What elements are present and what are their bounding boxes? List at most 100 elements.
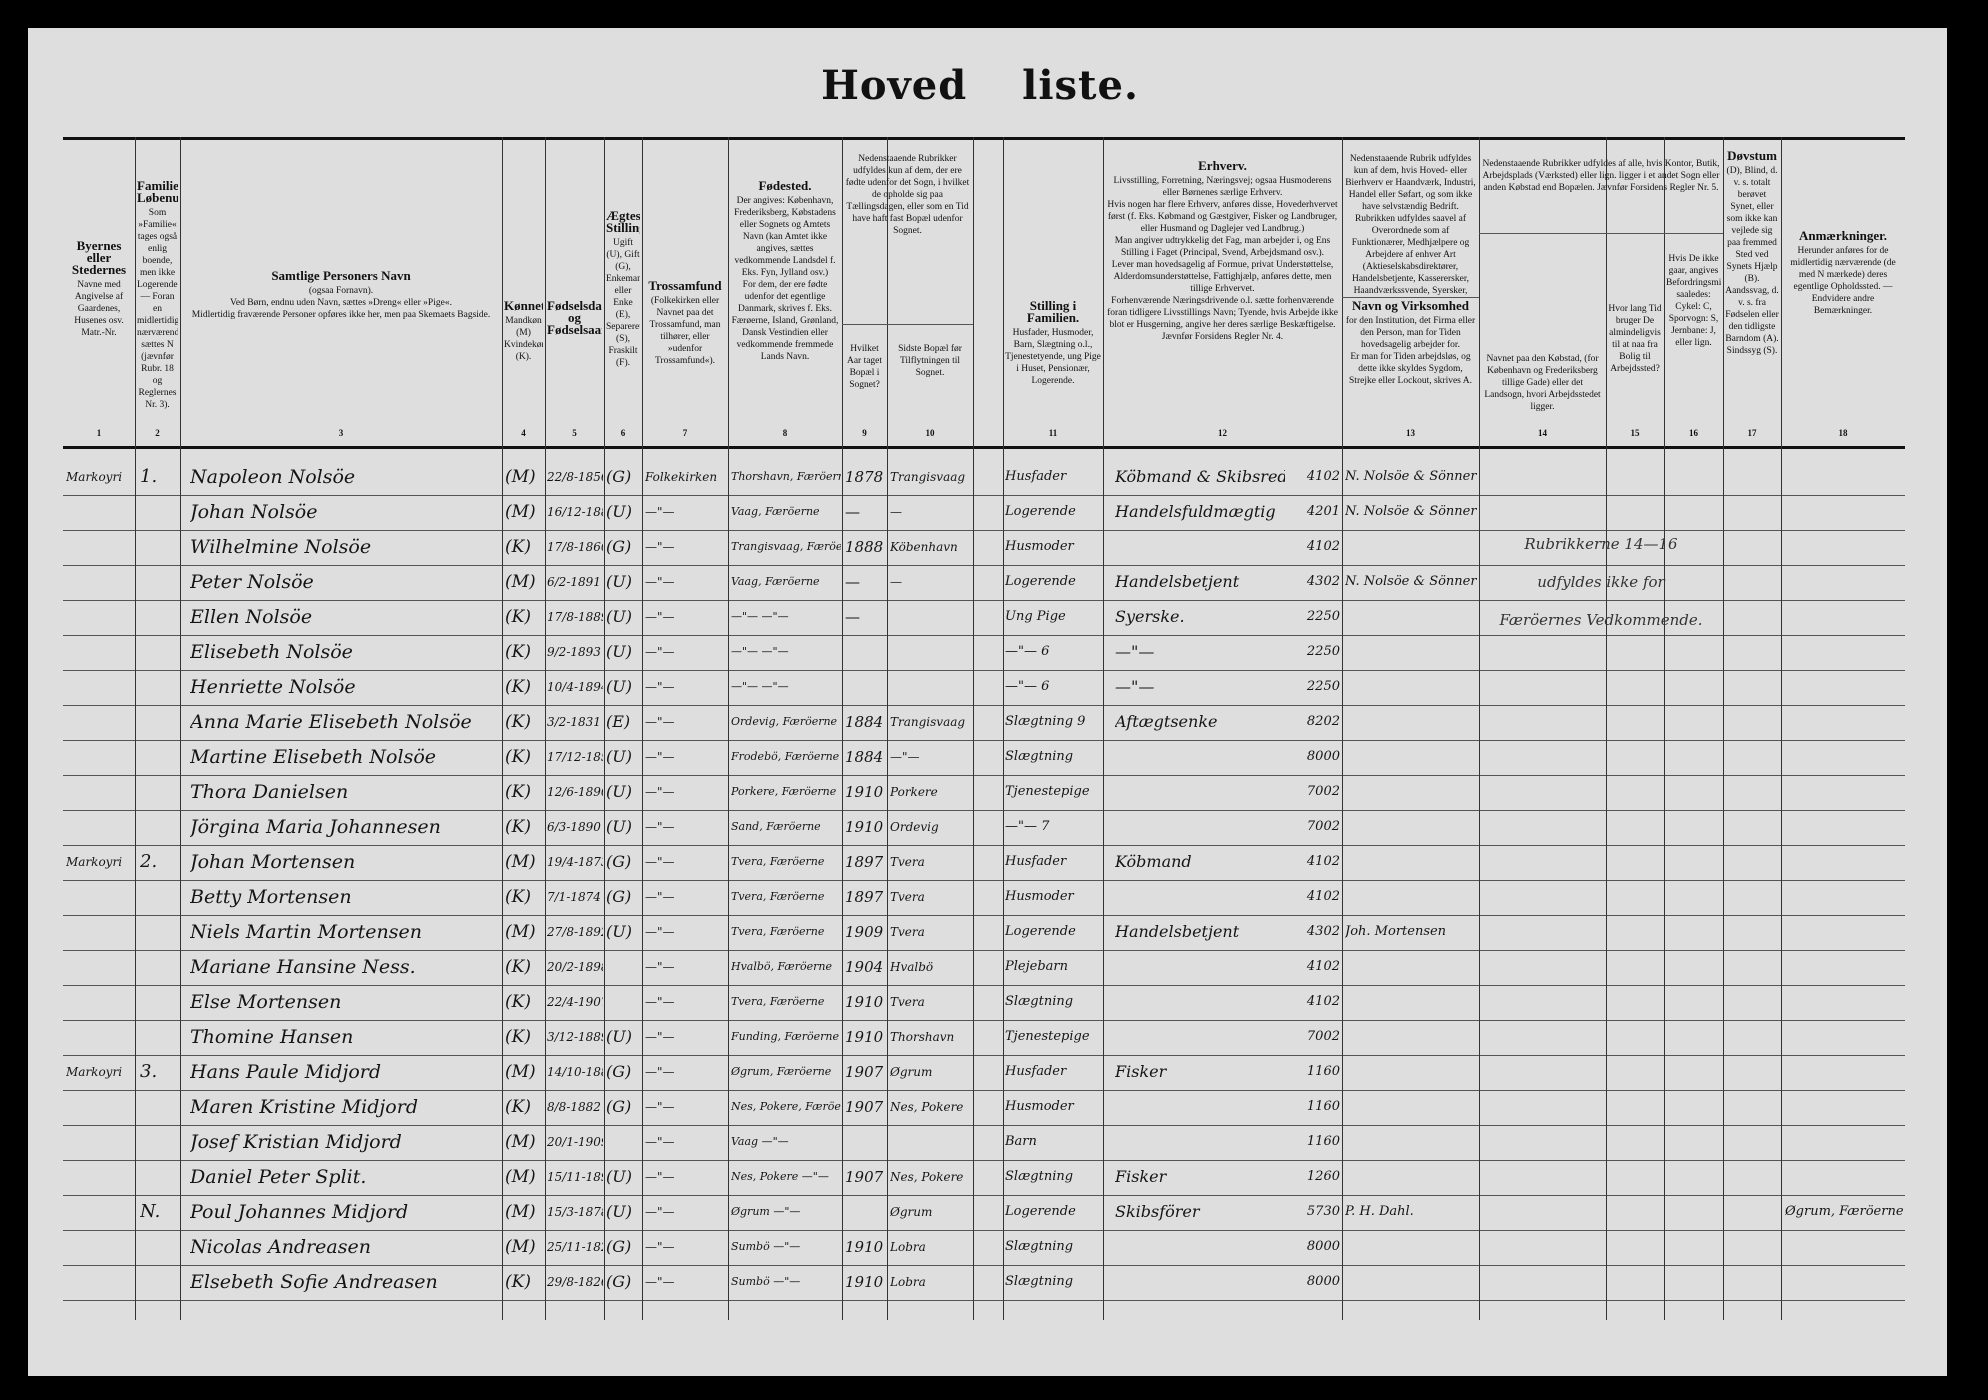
- cell-occupation: Köbmand: [1115, 852, 1192, 871]
- cell-matr: [66, 602, 134, 634]
- cell-year: [845, 1197, 887, 1229]
- cell-fam: [140, 1022, 178, 1054]
- cell-birth: 27/8-1892: [547, 925, 603, 939]
- cell-name: Poul Johannes Midjord: [190, 1201, 409, 1223]
- column-header: Byernes eller Stedernes Navne med Angivel…: [65, 240, 133, 420]
- column-header-text: Ugift (U), Gift (G), Enkemand eller Enke…: [606, 238, 640, 368]
- cell-employer: [1345, 987, 1477, 1019]
- column-header-text: Navne med Angivelse af Gaardenes, Husene…: [74, 280, 124, 338]
- column-header: Stilling i Familien. Husfader, Husmoder, …: [1005, 300, 1101, 420]
- cell-name: Martine Elisebeth Nolsöe: [190, 746, 437, 768]
- column-rule: [1103, 137, 1104, 1320]
- cell-code: 8202: [1306, 714, 1340, 729]
- cell-name: Hans Paule Midjord: [190, 1061, 382, 1083]
- cell-sex: (K): [505, 677, 531, 697]
- cell-marital: (U): [606, 1027, 632, 1046]
- row-rule: [63, 810, 1905, 811]
- cell-last: Tvera: [890, 995, 925, 1009]
- column-header-title: Erhverv.: [1198, 160, 1247, 173]
- cell-fam: 1.: [140, 466, 158, 487]
- cell-remark: [1785, 1232, 1903, 1264]
- cell-name: Thomine Hansen: [190, 1026, 354, 1048]
- cell-name: Johan Nolsöe: [190, 501, 318, 523]
- column-header: Trossamfund (Folkekirken eller Navnet paa…: [644, 280, 726, 420]
- cell-remark: [1785, 812, 1903, 844]
- cell-code: 1160: [1306, 1099, 1340, 1114]
- cell-sex: (K): [505, 782, 531, 802]
- cell-fam: [140, 1127, 178, 1159]
- row-rule: [63, 530, 1905, 531]
- cell-employer: [1345, 777, 1477, 809]
- cell-birthplace: Trangisvaag, Færöerne: [731, 540, 841, 553]
- cell-birth: 14/10-1880: [547, 1065, 603, 1079]
- cell-remark: [1785, 1267, 1903, 1299]
- cell-last: Øgrum: [890, 1065, 933, 1079]
- column-header: Nedenstaaende Rubrikker udfyldes kun af …: [844, 150, 971, 320]
- cell-fam: [140, 707, 178, 739]
- row-rule: [63, 495, 1905, 496]
- cell-occupation: Syerske.: [1115, 607, 1185, 626]
- cell-birth: 17/12-1858: [547, 750, 603, 764]
- cell-marital: (G): [606, 1062, 632, 1081]
- column-header-title: Kønnet: [504, 300, 543, 313]
- cell-position: Tjenestepige: [1005, 784, 1090, 799]
- cell-employer: [1345, 1057, 1477, 1089]
- cell-religion: —"—: [645, 505, 675, 519]
- cell-name: Maren Kristine Midjord: [190, 1096, 418, 1118]
- column-number: 6: [620, 428, 626, 438]
- cell-birthplace: Frodebö, Færöerne: [731, 750, 840, 763]
- cell-occupation: Köbmand & Skibsreder: [1115, 467, 1285, 486]
- cell-year: 1907: [845, 1168, 884, 1186]
- cell-matr: [66, 637, 134, 669]
- cell-birth: 6/3-1890: [547, 820, 601, 834]
- cell-religion: —"—: [645, 575, 675, 589]
- cell-matr: Markoyri: [66, 470, 123, 484]
- cell-religion: —"—: [645, 1205, 675, 1219]
- column-header-title: Fødselsdag og Fødselsaar.: [547, 300, 602, 337]
- cell-occupation: [1115, 882, 1285, 914]
- cell-last: Köbenhavn: [890, 540, 958, 554]
- cell-position: Husfader: [1005, 1064, 1067, 1079]
- cell-marital: (U): [606, 817, 632, 836]
- cell-position: Husfader: [1005, 854, 1067, 869]
- cell-fam: [140, 987, 178, 1019]
- cell-name: Peter Nolsöe: [190, 571, 314, 593]
- cell-fam: [140, 777, 178, 809]
- row-rule: [63, 1265, 1905, 1266]
- cell-year: 1904: [845, 958, 884, 976]
- cell-name: Nicolas Andreasen: [190, 1236, 371, 1258]
- header-subrule: [842, 324, 973, 325]
- cell-matr: [66, 882, 134, 914]
- cell-sex: (K): [505, 1027, 531, 1047]
- column-header-text: Hvor lang Tid bruger De almindeligvis ti…: [1608, 304, 1662, 374]
- column-header-title: Ægteskabelig Stilling.: [606, 210, 640, 235]
- cell-name: Else Mortensen: [190, 991, 342, 1013]
- cell-sex: (M): [505, 502, 536, 522]
- cell-birthplace: —"— —"—: [731, 610, 789, 623]
- column-header-text: Mandkøn (M) Kvindekøn (K).: [504, 316, 543, 362]
- cell-code: 4102: [1306, 994, 1340, 1009]
- cell-name: Josef Kristian Midjord: [190, 1131, 402, 1153]
- cell-marital: (U): [606, 572, 632, 591]
- cell-last: Trangisvaag: [890, 470, 966, 484]
- cell-code: 7002: [1306, 819, 1340, 834]
- cell-occupation: —"—: [1115, 677, 1155, 696]
- cell-remark: [1785, 882, 1903, 914]
- cell-matr: [66, 777, 134, 809]
- cell-marital: [606, 952, 642, 984]
- cell-matr: [66, 742, 134, 774]
- cell-name: Anna Marie Elisebeth Nolsöe: [190, 711, 472, 733]
- cell-birth: 17/8-1889: [547, 610, 603, 624]
- cell-position: Husfader: [1005, 469, 1067, 484]
- cell-sex: (M): [505, 852, 536, 872]
- cell-sex: (K): [505, 817, 531, 837]
- cell-year: —: [845, 503, 860, 521]
- cell-marital: (G): [606, 467, 632, 486]
- row-rule: [63, 670, 1905, 671]
- cell-occupation: [1115, 1127, 1285, 1159]
- cell-matr: [66, 1162, 134, 1194]
- cell-birthplace: Tvera, Færöerne: [731, 995, 825, 1008]
- cell-matr: [66, 672, 134, 704]
- column-header-title: Samtlige Personers Navn: [271, 270, 411, 283]
- cell-matr: [66, 952, 134, 984]
